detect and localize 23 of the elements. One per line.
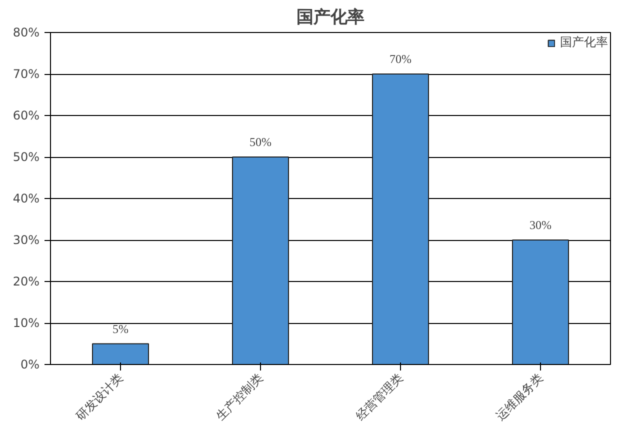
bar — [372, 74, 429, 364]
x-tick-label: 经营管理类 — [353, 370, 406, 423]
y-tick-label: 60% — [12, 108, 40, 122]
bar — [92, 343, 149, 364]
x-tick-label: 生产控制类 — [213, 370, 266, 423]
text: 5% — [112, 322, 128, 336]
bar — [232, 156, 289, 364]
y-tick-label: 50% — [12, 150, 40, 164]
y-tick-label: 0% — [20, 358, 40, 372]
text: 50% — [250, 135, 272, 149]
y-tick-label: 10% — [12, 316, 40, 330]
x-tick-label: 运维服务类 — [493, 370, 546, 423]
y-tick-label: 70% — [12, 67, 40, 81]
text: 70% — [390, 52, 412, 66]
text: 30% — [530, 218, 552, 232]
legend-label: 国产化率 — [560, 34, 608, 51]
y-tick-label: 80% — [12, 26, 40, 40]
x-tick-label: 研发设计类 — [73, 370, 126, 423]
y-tick-label: 20% — [12, 274, 40, 288]
bar — [512, 240, 569, 364]
y-tick-label: 30% — [12, 233, 40, 247]
y-tick-label: 40% — [12, 192, 40, 206]
chart-title: 国产化率 — [296, 8, 364, 28]
